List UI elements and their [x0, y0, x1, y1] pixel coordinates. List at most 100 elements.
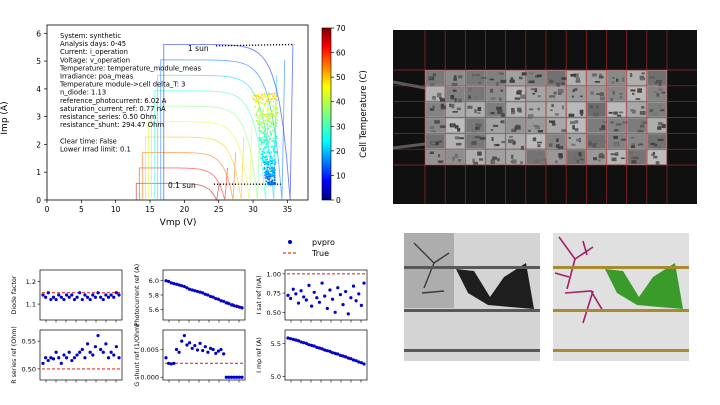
iv-point [272, 181, 275, 184]
cell-defect [454, 156, 459, 158]
iv-point [260, 111, 263, 114]
panel-y-tick-label: 5.5 [271, 340, 281, 348]
cell-defect [599, 128, 602, 131]
pvpro-point [312, 290, 316, 294]
panel-frame [284, 269, 368, 321]
iv-point [258, 123, 261, 126]
pvpro-point [299, 340, 303, 344]
iv-point [260, 139, 263, 142]
pvpro-point [219, 299, 223, 303]
cell-defect [631, 160, 637, 164]
pvpro-point [64, 356, 69, 360]
iv-point [268, 135, 270, 138]
pvpro-point [289, 337, 293, 341]
pvpro-point [93, 295, 98, 299]
cell-defect [478, 92, 484, 96]
iv-point [276, 99, 279, 102]
iv-point [263, 122, 266, 125]
cell-defect [498, 72, 504, 75]
label-1-sun: 1 sun [188, 44, 209, 53]
cell-defect [489, 78, 494, 81]
cell-defect [656, 92, 660, 97]
pvpro-point [344, 289, 348, 294]
pvpro-point [187, 287, 192, 291]
cell-defect [580, 112, 583, 116]
pvpro-point [216, 349, 221, 353]
pvpro-point [357, 360, 361, 364]
iv-point [257, 117, 260, 119]
pvpro-point [167, 279, 171, 284]
pvpro-point [338, 353, 343, 357]
cell-defect [635, 98, 641, 100]
iv-point [272, 137, 275, 140]
iv-point [272, 97, 275, 99]
x-tick-label: 5 [79, 205, 84, 214]
module-cell [567, 86, 586, 101]
pvpro-point [336, 286, 340, 290]
pvpro-point [104, 293, 108, 297]
pvpro-point [304, 341, 308, 345]
iv-point [270, 122, 273, 125]
iv-point [259, 96, 262, 99]
cell-defect [434, 141, 439, 145]
cell-defect [497, 109, 503, 115]
colorbar-ticks: 0 10 20 30 40 50 60 70 [331, 24, 346, 205]
cell-defect [493, 124, 499, 127]
iv-point [261, 121, 264, 124]
panel-grid: 1.1 1.2 Diode factor 5.6 5.8 6.0 Photocurrent … [11, 264, 368, 387]
cell-defect [630, 89, 636, 92]
pvpro-point [85, 342, 90, 346]
module-cable [393, 80, 426, 90]
pvpro-point [172, 361, 176, 365]
pvpro-point [224, 301, 228, 305]
cell-defect [641, 72, 645, 75]
pvpro-point [359, 361, 363, 365]
pvpro-point [216, 297, 221, 301]
electroluminescence-module-image [393, 30, 697, 204]
cell-defect [538, 152, 542, 155]
cell-defect [660, 122, 664, 127]
cell-defect [496, 82, 499, 86]
cell-defect [458, 159, 462, 162]
cell-defect [610, 153, 617, 156]
pvpro-point [174, 282, 179, 286]
info-line: Current: i_operation [60, 48, 128, 56]
cell-defect [499, 97, 502, 101]
cell-defect [508, 139, 514, 144]
pvpro-point [201, 291, 205, 295]
cell-defect [451, 123, 455, 128]
cell-defect [550, 109, 553, 112]
cell-defect [549, 95, 556, 98]
info-line: resistance_series: 0.50 Ohm [60, 113, 157, 121]
parameter-panel: 5.6 5.8 6.0 Photocurrent ref (A) [134, 264, 246, 326]
iv-point [255, 101, 257, 104]
cell-defect [537, 107, 540, 111]
pvpro-point [46, 358, 50, 363]
cell-defect [558, 92, 562, 95]
iv-point [262, 150, 265, 153]
pvpro-point [114, 291, 118, 295]
cell-defect [575, 80, 581, 83]
pvpro-point [54, 350, 58, 354]
iv-point [269, 98, 271, 101]
panel-frame [39, 269, 123, 321]
pvpro-point [70, 293, 74, 297]
iv-point [276, 119, 279, 121]
iv-point [262, 152, 264, 155]
cell-defect [580, 95, 583, 98]
colorbar-tick-label: 50 [336, 73, 346, 82]
info-line: reference_photocurrent: 6.02 A [60, 97, 167, 105]
pvpro-point [304, 298, 308, 302]
pvpro-point [187, 341, 192, 345]
panel-y-tick-label: 6.0 [149, 277, 159, 285]
pvpro-point [182, 333, 186, 338]
iv-curve [160, 59, 286, 201]
iv-point [271, 145, 274, 148]
iv-point [271, 109, 274, 112]
iv-point [253, 94, 256, 97]
iv-point [267, 145, 270, 148]
panel-y-label: I sat ref (nA) [256, 275, 263, 314]
iv-point [256, 120, 258, 122]
cell-defect [620, 157, 625, 160]
cell-defect [554, 113, 559, 116]
